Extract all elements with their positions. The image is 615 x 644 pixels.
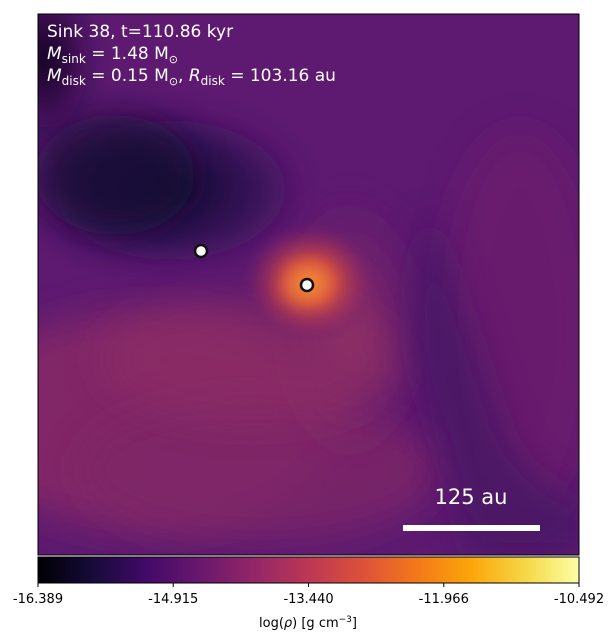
colorbar-tick-label: -14.915	[148, 592, 198, 607]
density-map	[38, 14, 579, 555]
colorbar-label: log(ρ) [g cm−3]	[259, 615, 357, 631]
scale-bar	[403, 525, 540, 531]
colorbar-ticks: -16.389 -14.915 -13.440 -11.966 -10.492	[13, 583, 604, 607]
sink-secondary-marker	[193, 243, 209, 259]
colorbar-tick-label: -13.440	[283, 592, 333, 607]
sink-primary-marker	[299, 277, 315, 293]
disk-label: Mdisk = 0.15 M⊙, Rdisk = 103.16 au	[47, 66, 336, 88]
panel-frame	[37, 13, 580, 556]
title-line: Sink 38, t=110.86 kyr	[47, 22, 233, 42]
sink-mass-label: Msink = 1.48 M⊙	[47, 44, 178, 66]
colorbar-tick-label: -16.389	[13, 592, 63, 607]
scale-bar-label: 125 au	[435, 485, 508, 509]
colorbar-tick-label: -11.966	[419, 592, 469, 607]
colorbar	[37, 556, 580, 584]
colorbar-tick-label: -10.492	[554, 592, 604, 607]
